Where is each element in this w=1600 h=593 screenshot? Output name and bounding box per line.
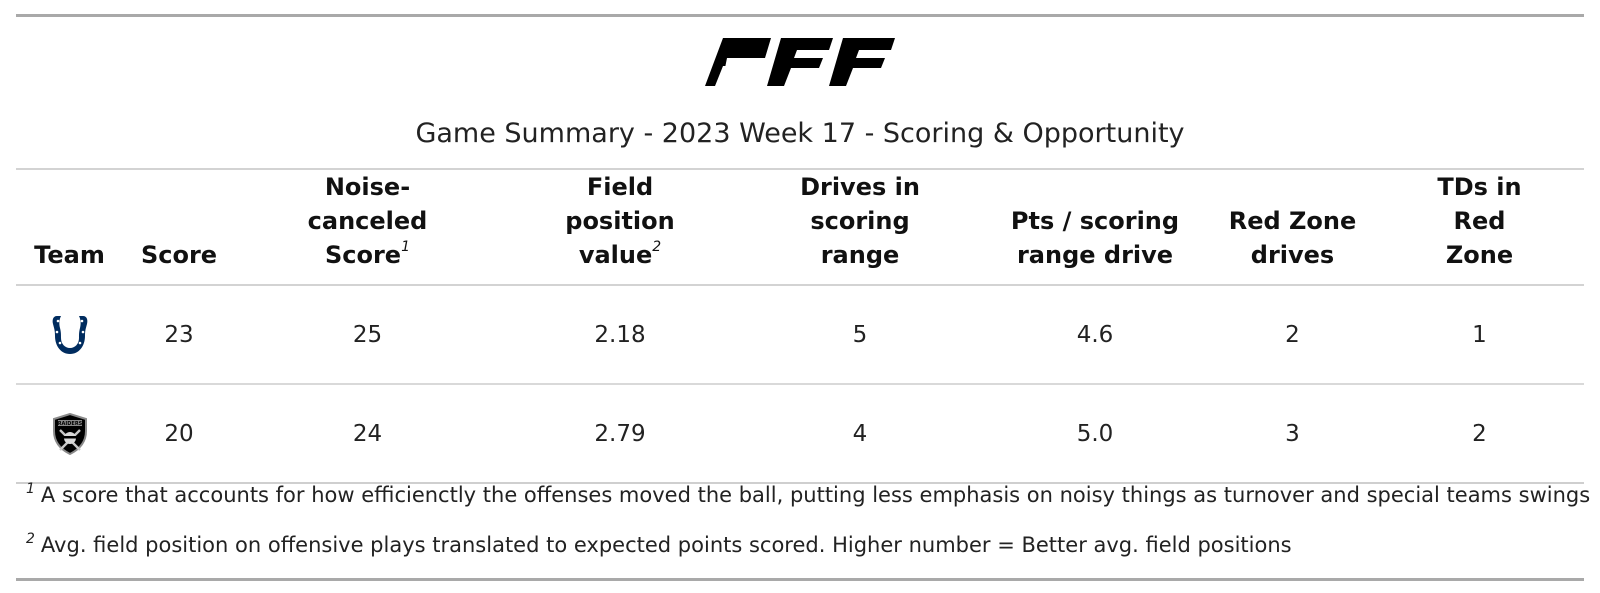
scoring-table: Team Score Noise-canceled Score1 Field p… [16, 168, 1584, 484]
col-header-team: Team [34, 241, 105, 269]
pff-logo-icon [705, 38, 895, 86]
footnote-text-2: Avg. field position on offensive plays t… [40, 533, 1292, 557]
page-title: Game Summary - 2023 Week 17 - Scoring & … [415, 118, 1185, 149]
footnote-mark-1: 1 [26, 481, 35, 497]
field-position-value-cell: 2.79 [594, 420, 646, 447]
drives-in-scoring-range-cell: 4 [852, 420, 868, 447]
col-header-drives-in-scoring-range: Drives in scoring range [800, 173, 920, 269]
table-row: RAIDERS 20 24 2.79 4 5.0 3 2 [16, 384, 1584, 483]
team-cell [16, 285, 123, 384]
drives-in-scoring-range-cell: 5 [852, 321, 868, 348]
score-cell: 23 [164, 321, 194, 348]
pts-per-drive-cell: 4.6 [1076, 321, 1114, 348]
col-header-red-zone-drives: Red Zone drives [1228, 207, 1357, 269]
col-header-field-position-value: Field position value2 [565, 173, 675, 269]
pts-per-drive-cell: 5.0 [1076, 420, 1114, 447]
footnote-ref-1: 1 [401, 239, 411, 255]
tds-in-red-zone-cell: 1 [1472, 321, 1487, 348]
score-cell: 20 [164, 420, 194, 447]
tds-in-red-zone-cell: 2 [1472, 420, 1487, 447]
top-rule [16, 14, 1584, 17]
col-header-noise-canceled-score: Noise-canceled Score1 [307, 173, 428, 269]
team-cell: RAIDERS [16, 384, 123, 483]
bottom-rule [16, 578, 1584, 581]
footnotes: 1 A score that accounts for how efficienc… [26, 478, 1590, 578]
raiders-logo-text: RAIDERS [57, 421, 82, 427]
red-zone-drives-cell: 2 [1285, 321, 1300, 348]
footnote-mark-2: 2 [26, 531, 35, 547]
raiders-shield-icon: RAIDERS [52, 412, 87, 455]
colts-horseshoe-icon [52, 315, 87, 354]
noise-canceled-score-cell: 25 [352, 321, 383, 348]
footnote-text-1: A score that accounts for how efficienct… [40, 483, 1591, 507]
noise-canceled-score-cell: 24 [352, 420, 383, 447]
col-header-pts-per-scoring-range-drive: Pts / scoring range drive [1010, 207, 1180, 269]
field-position-value-cell: 2.18 [594, 321, 646, 348]
footnote-ref-2: 2 [652, 239, 662, 255]
table-row: 23 25 2.18 5 4.6 2 1 [16, 285, 1584, 384]
footnote-1: 1 A score that accounts for how efficienc… [26, 478, 1590, 528]
footnote-2: 2 Avg. field position on offensive plays … [26, 528, 1586, 578]
col-header-score: Score [140, 241, 218, 269]
pff-logo [0, 38, 1600, 86]
table-header-row: Team Score Noise-canceled Score1 Field p… [16, 169, 1584, 285]
red-zone-drives-cell: 3 [1285, 420, 1300, 447]
col-header-tds-in-red-zone: TDs in Red Zone [1437, 173, 1522, 269]
